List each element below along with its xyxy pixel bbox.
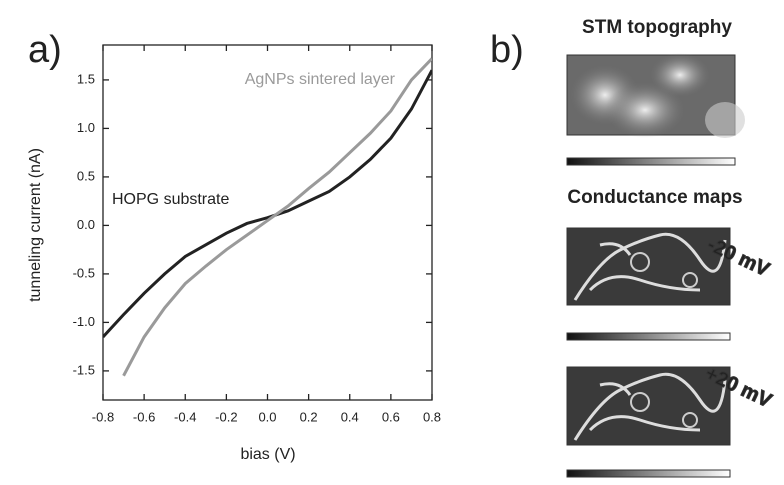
y-tick-label: 1.5 (77, 71, 95, 86)
conductance-title: Conductance maps (567, 187, 742, 208)
x-tick-label: -0.6 (133, 409, 155, 424)
y-tick-label: 1.0 (77, 120, 95, 135)
y-tick-label: 0.0 (77, 217, 95, 232)
x-tick-label: -0.2 (215, 409, 237, 424)
panel-label: b) (490, 29, 524, 71)
x-tick-label: -0.8 (92, 409, 114, 424)
x-tick-label: 0.0 (258, 409, 276, 424)
x-tick-label: 0.4 (341, 409, 359, 424)
stm-image (566, 53, 745, 166)
plot-frame (102, 44, 433, 401)
topography-title: STM topography (582, 17, 732, 38)
conductance-map (566, 366, 731, 478)
y-tick-label: -0.5 (73, 265, 95, 280)
y-tick-label: -1.5 (73, 362, 95, 377)
x-tick-label: 0.2 (300, 409, 318, 424)
conductance-map (566, 227, 731, 341)
y-tick-label: -1.0 (73, 314, 95, 329)
panel-label: a) (28, 29, 62, 71)
series-label: AgNPs sintered layer (245, 71, 396, 88)
x-axis-label: bias (V) (240, 446, 295, 463)
series-line (103, 69, 432, 338)
y-tick-label: 0.5 (77, 168, 95, 183)
x-tick-label: 0.6 (382, 409, 400, 424)
series-line (122, 57, 432, 377)
y-axis-label: tunneling current (nA) (27, 148, 44, 302)
x-tick-label: -0.4 (174, 409, 196, 424)
x-tick-label: 0.8 (423, 409, 441, 424)
series-label: HOPG substrate (112, 191, 229, 208)
